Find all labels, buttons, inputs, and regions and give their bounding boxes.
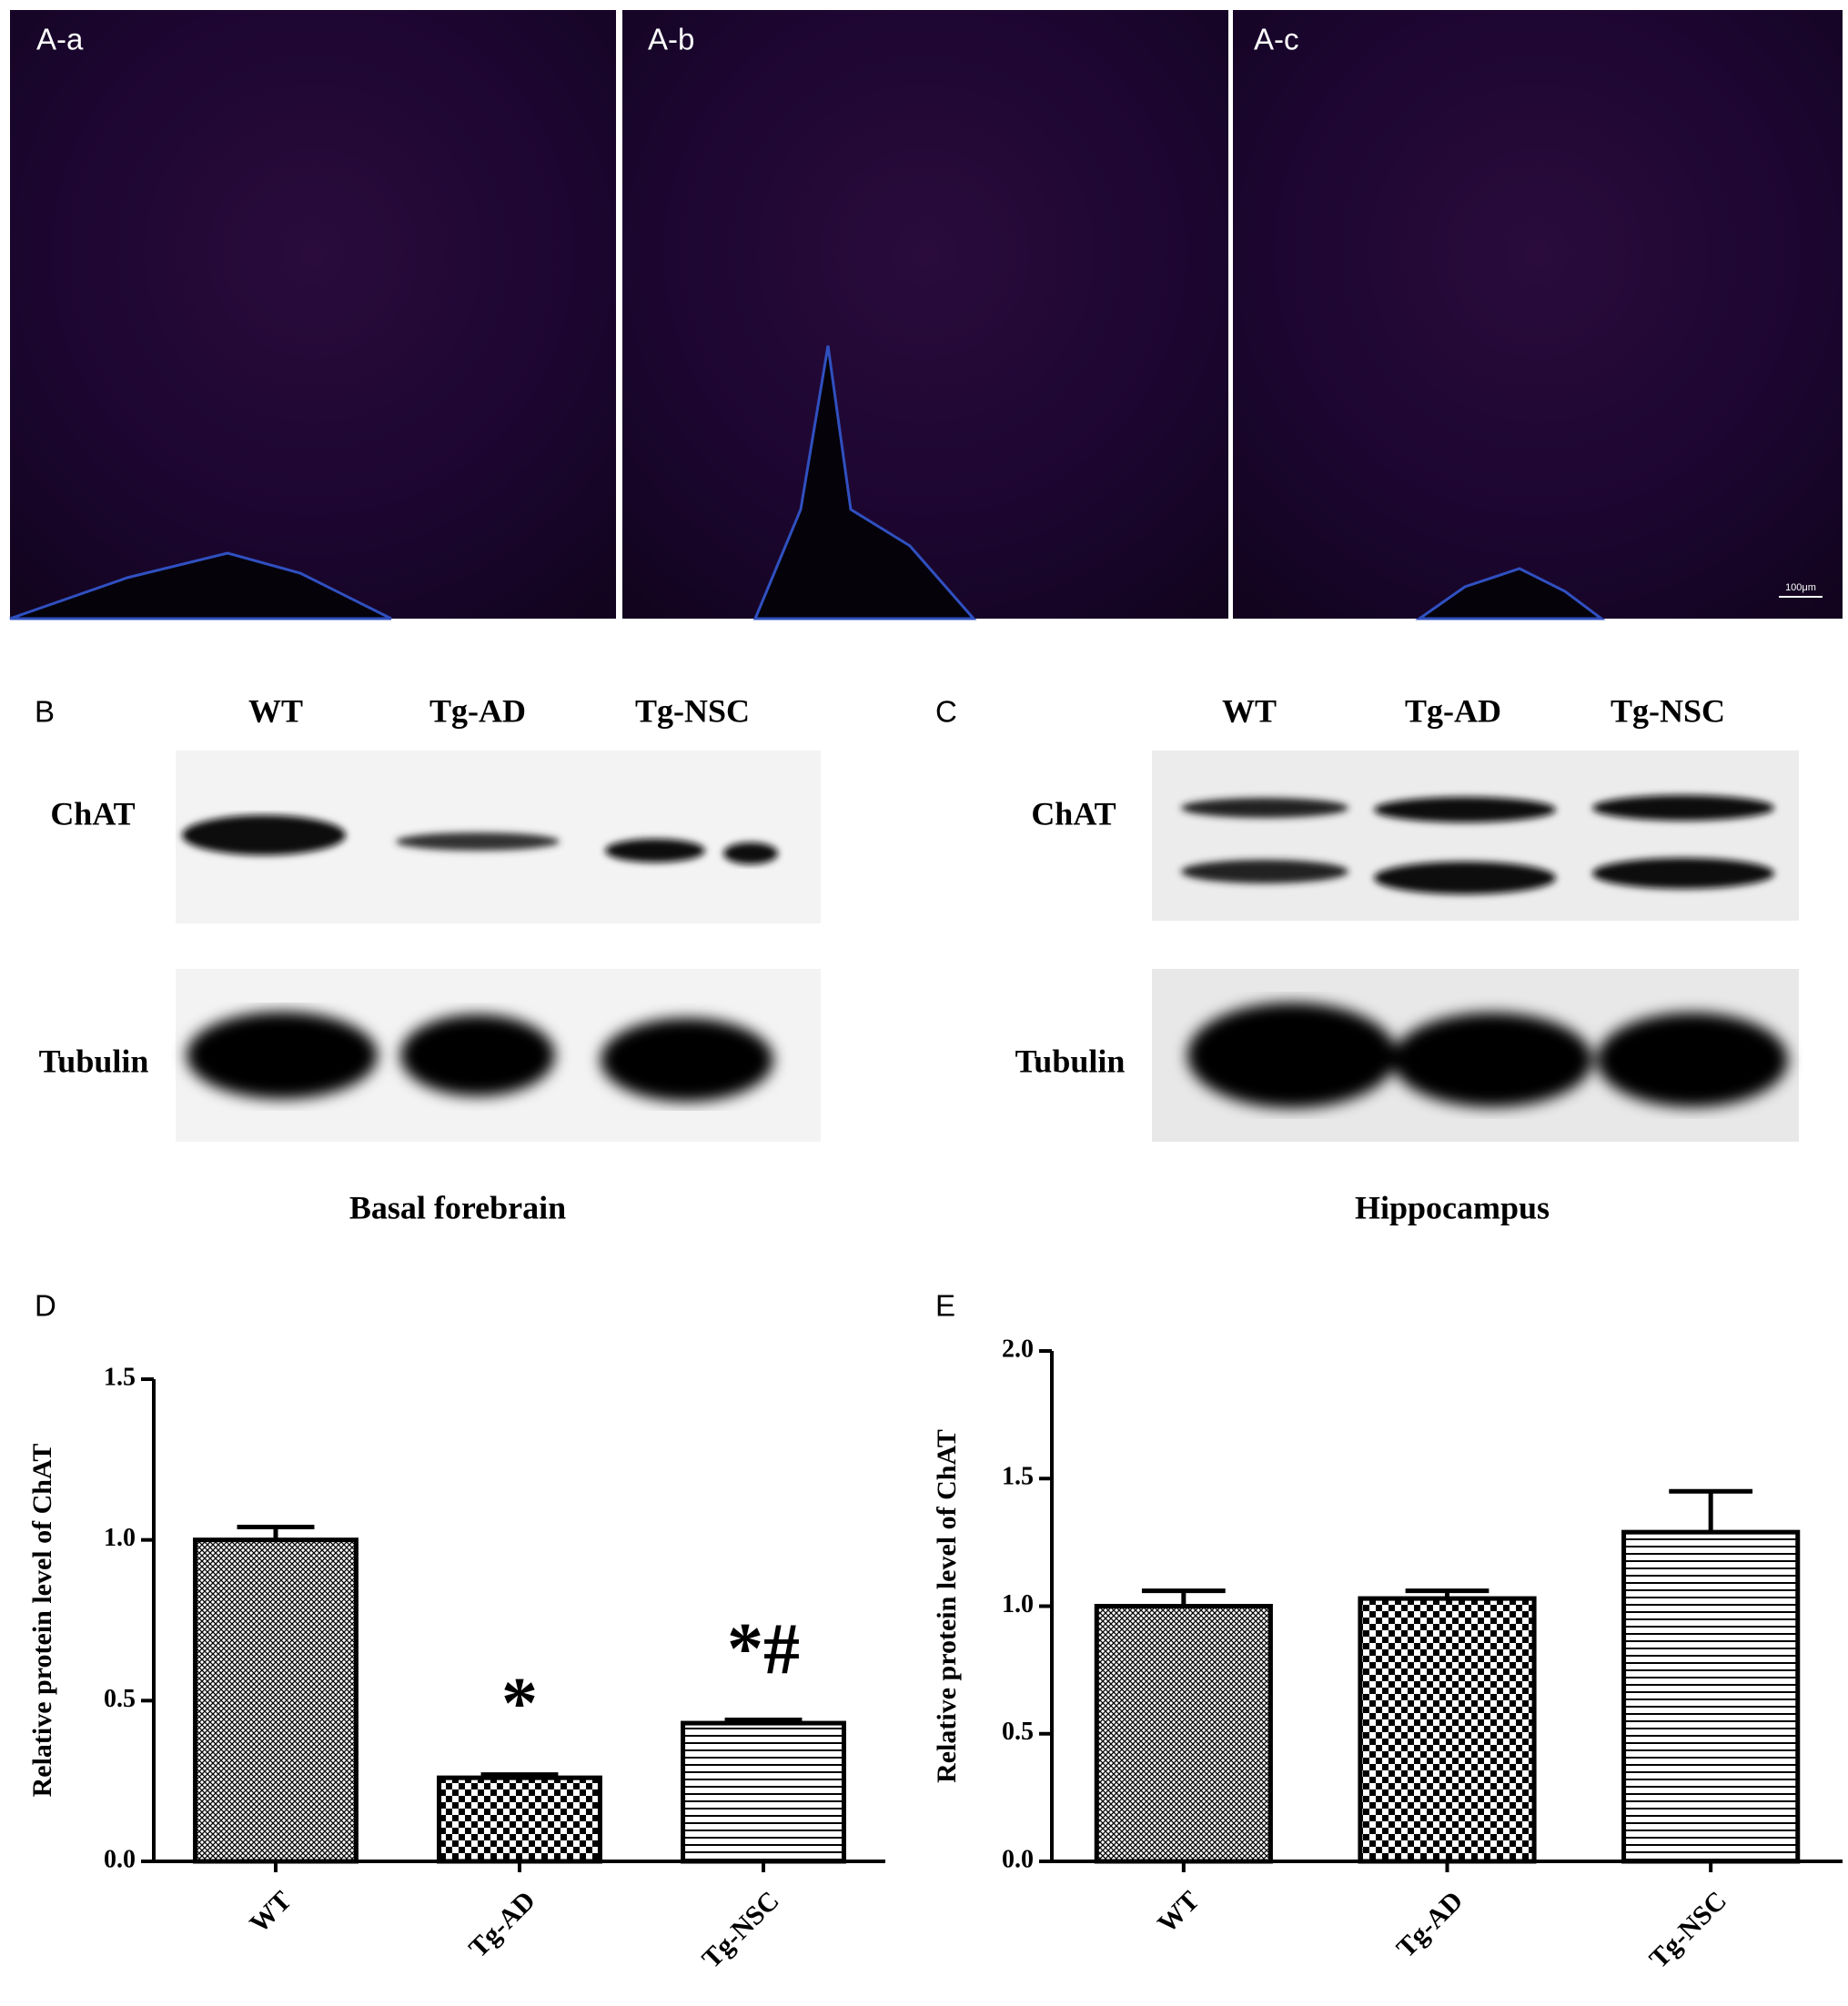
blot-panel: B WT Tg-AD Tg-NSC ChAT Tubulin Basal for… bbox=[35, 692, 821, 1225]
y-tick-label: 2.0 bbox=[1002, 1335, 1034, 1363]
row-label: Tubulin bbox=[1015, 1043, 1126, 1079]
y-tick-label: 1.5 bbox=[104, 1363, 136, 1391]
micrograph: A-c 100μm bbox=[1233, 10, 1843, 620]
lane-label: WT bbox=[1222, 692, 1277, 729]
row-label: Tubulin bbox=[39, 1043, 149, 1079]
blot-caption: Basal forebrain bbox=[349, 1189, 566, 1225]
panel-label: E bbox=[935, 1289, 955, 1323]
lane-label: Tg-NSC bbox=[635, 692, 750, 729]
bar bbox=[1621, 1529, 1801, 1864]
row-label: ChAT bbox=[50, 795, 135, 832]
bar bbox=[681, 1720, 846, 1864]
bar bbox=[1358, 1596, 1537, 1864]
y-tick-label: 0.0 bbox=[1002, 1845, 1034, 1873]
y-tick-label: 1.0 bbox=[104, 1524, 136, 1552]
row-label: ChAT bbox=[1031, 795, 1116, 832]
y-tick-label: 0.5 bbox=[1002, 1718, 1034, 1746]
lane-label: Tg-AD bbox=[429, 692, 526, 729]
panel-label: A-a bbox=[36, 23, 84, 56]
lane-label: WT bbox=[248, 692, 303, 729]
lane-label: Tg-NSC bbox=[1611, 692, 1725, 729]
error-bar bbox=[1141, 1588, 1226, 1607]
y-tick-label: 1.5 bbox=[1002, 1463, 1034, 1491]
y-tick-label: 0.5 bbox=[104, 1685, 136, 1713]
y-axis-label: Relative protein level of ChAT bbox=[27, 1444, 57, 1798]
scale-bar-label: 100μm bbox=[1785, 582, 1816, 593]
panel-label: D bbox=[35, 1289, 56, 1323]
x-tick-label: Tg-AD bbox=[463, 1885, 541, 1963]
micrograph: A-a bbox=[9, 10, 616, 620]
lane-label: Tg-AD bbox=[1405, 692, 1501, 729]
blot-panel: C WT Tg-AD Tg-NSC ChAT Tubulin Hippocamp… bbox=[935, 692, 1799, 1225]
x-tick-label: WT bbox=[244, 1885, 298, 1939]
panel-label: A-c bbox=[1254, 23, 1299, 56]
panel-label: A-b bbox=[648, 23, 694, 56]
y-tick-label: 0.0 bbox=[104, 1845, 136, 1873]
bar bbox=[193, 1537, 358, 1864]
significance-mark: * bbox=[501, 1664, 538, 1744]
blot-caption: Hippocampus bbox=[1355, 1189, 1550, 1225]
bar bbox=[1094, 1604, 1273, 1864]
panel-label: C bbox=[935, 695, 957, 729]
x-tick-label: Tg-AD bbox=[1391, 1885, 1469, 1963]
y-axis-label: Relative protein level of ChAT bbox=[932, 1429, 962, 1783]
panel-label: B bbox=[35, 695, 55, 729]
x-tick-label: Tg-NSC bbox=[1643, 1885, 1732, 1974]
significance-mark: *# bbox=[727, 1609, 800, 1689]
micrograph: A-b bbox=[622, 10, 1228, 620]
error-bar bbox=[1669, 1488, 1753, 1533]
y-tick-label: 1.0 bbox=[1002, 1590, 1034, 1618]
x-tick-label: Tg-NSC bbox=[696, 1885, 785, 1974]
x-tick-label: WT bbox=[1152, 1885, 1206, 1939]
bar bbox=[437, 1775, 602, 1864]
